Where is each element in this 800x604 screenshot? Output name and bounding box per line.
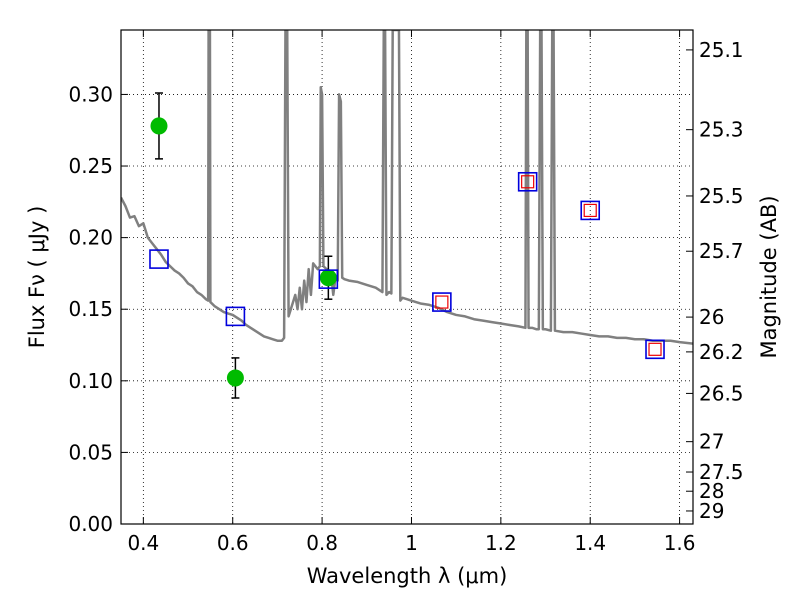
y2-tick-label: 27	[699, 430, 724, 454]
y2-axis-label: Magnitude (AB)	[757, 195, 781, 358]
observed-flux-point	[150, 117, 168, 135]
y2-tick-label: 29	[699, 499, 724, 523]
x-tick-label: 1.6	[664, 531, 696, 555]
observed-flux-point	[226, 369, 244, 387]
y-tick-label: 0.00	[68, 512, 113, 536]
axis-ticks: 0.4 0.6 0.8 1 1.2 1.4 1.6 0.00 0.05 0.10 0.15 0.20 0…	[68, 30, 744, 555]
predicted-flux-square	[435, 295, 449, 309]
predicted-flux-square	[521, 175, 535, 189]
y-axis-label: Flux Fν ( μJy )	[25, 206, 49, 349]
observed-flux-point	[319, 269, 337, 287]
x-tick-label: 0.8	[306, 531, 338, 555]
x-tick-label: 1.2	[485, 531, 517, 555]
y2-tick-label: 27.5	[699, 460, 744, 484]
y-tick-label: 0.20	[68, 226, 113, 250]
predicted-flux-square	[648, 342, 662, 356]
y2-tick-label: 25.3	[699, 118, 744, 142]
x-tick-label: 0.6	[217, 531, 249, 555]
model-flux-square	[432, 292, 452, 312]
data-layer	[121, 30, 693, 399]
y-tick-label: 0.25	[68, 154, 113, 178]
x-axis-label: Wavelength λ (μm)	[307, 564, 508, 588]
x-tick-label: 0.4	[127, 531, 159, 555]
y2-tick-label: 25.1	[699, 38, 744, 62]
y2-tick-label: 26.5	[699, 381, 744, 405]
predicted-flux-square	[583, 203, 597, 218]
model-flux-square	[318, 269, 339, 289]
model-flux-square	[645, 339, 665, 360]
y-tick-label: 0.10	[68, 369, 113, 393]
y2-tick-label: 25.7	[699, 239, 744, 263]
y-tick-label: 0.30	[68, 82, 113, 106]
model-flux-square	[149, 249, 169, 269]
y-tick-label: 0.15	[68, 297, 113, 321]
plot-frame	[120, 29, 694, 525]
x-tick-label: 1.4	[574, 531, 606, 555]
model-flux-square	[225, 306, 246, 327]
y2-tick-label: 28	[699, 479, 724, 503]
y2-tick-label: 25.5	[699, 184, 744, 208]
model-flux-square	[580, 200, 601, 221]
model-spectrum-line	[121, 30, 693, 345]
y-tick-label: 0.05	[68, 440, 113, 464]
plot-area-background	[121, 30, 693, 524]
y2-tick-label: 26.2	[699, 340, 744, 364]
y2-tick-label: 26	[699, 305, 724, 329]
x-tick-label: 1	[405, 531, 418, 555]
model-flux-square	[517, 171, 538, 192]
